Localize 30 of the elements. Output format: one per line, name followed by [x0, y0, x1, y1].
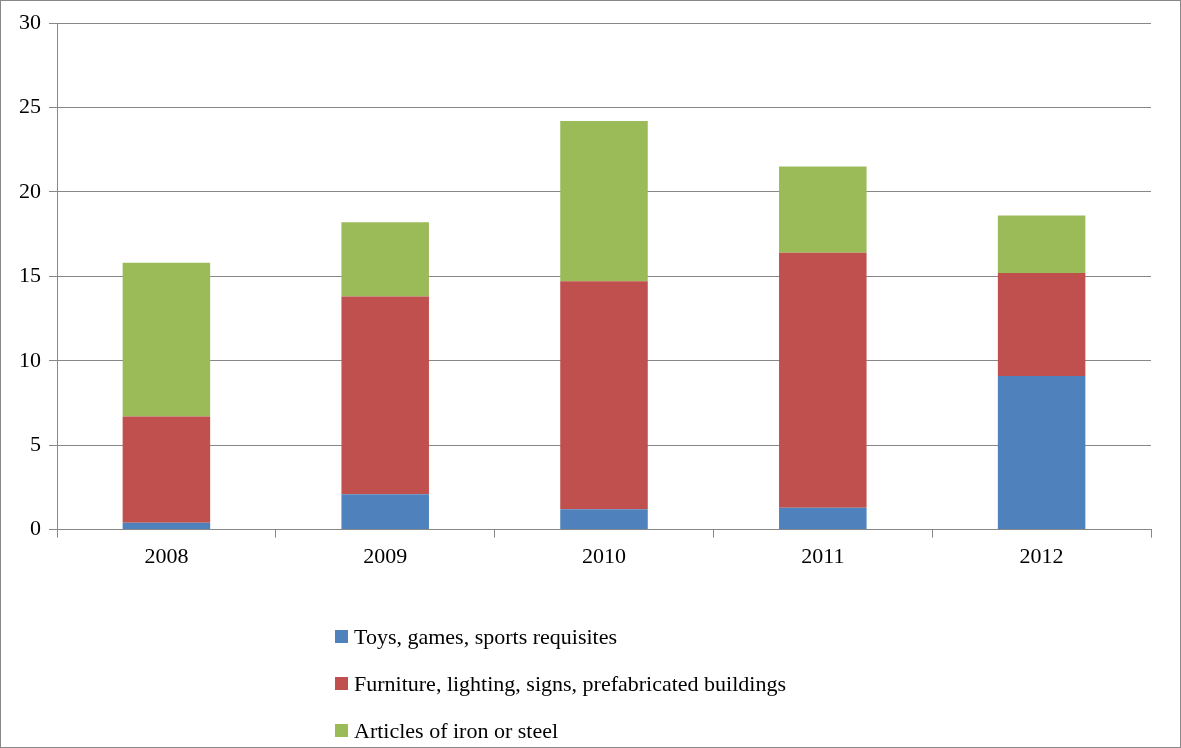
bar — [341, 296, 429, 495]
bar — [122, 416, 211, 523]
y-tick-label: 30 — [19, 8, 41, 34]
legend-label: Toys, games, sports requisites — [354, 623, 618, 650]
bar — [560, 120, 648, 282]
bar — [122, 262, 211, 417]
bar — [997, 215, 1086, 273]
x-tick-label: 2009 — [363, 542, 408, 568]
bar — [341, 222, 429, 297]
legend-label: Articles of iron or steel — [354, 717, 559, 744]
y-tick-label: 5 — [30, 430, 41, 456]
y-tick-label: 15 — [19, 262, 41, 288]
bar — [341, 494, 429, 530]
y-tick-label: 10 — [19, 346, 41, 372]
bar — [997, 375, 1086, 530]
bar — [560, 509, 648, 530]
bar — [560, 281, 648, 510]
y-tick-label: 20 — [19, 177, 41, 203]
legend-label: Furniture, lighting, signs, prefabricated buildings — [354, 670, 786, 697]
bar — [779, 166, 867, 253]
x-tick-label: 2010 — [582, 542, 626, 568]
bar — [779, 252, 867, 508]
y-tick-label: 0 — [30, 515, 41, 541]
x-tick-label: 2011 — [801, 542, 845, 568]
bar — [122, 522, 211, 530]
y-tick-label: 25 — [19, 93, 41, 119]
bar — [779, 507, 867, 530]
x-tick-label: 2008 — [144, 542, 189, 568]
bar — [997, 272, 1086, 376]
x-tick-label: 2012 — [1019, 542, 1064, 568]
